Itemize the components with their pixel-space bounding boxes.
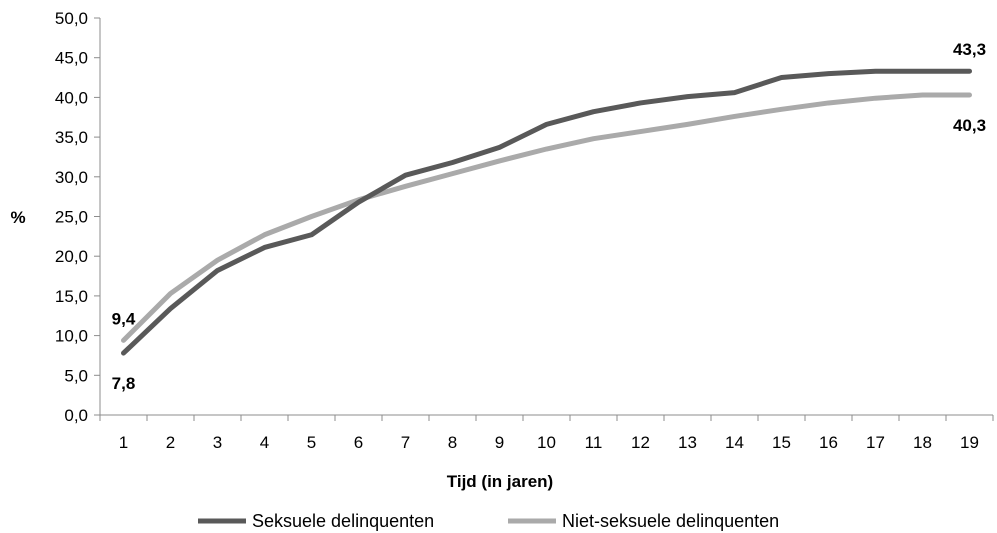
y-tick-label: 20,0: [55, 247, 88, 266]
x-tick-label: 5: [307, 433, 316, 452]
x-tick-label: 6: [354, 433, 363, 452]
y-tick-label: 25,0: [55, 208, 88, 227]
x-tick-label: 9: [495, 433, 504, 452]
series-lines: [121, 68, 972, 356]
series-line-niet-seksuele: [121, 92, 972, 343]
y-tick-label: 10,0: [55, 327, 88, 346]
x-tick-label: 12: [631, 433, 650, 452]
x-axis-title: Tijd (in jaren): [447, 472, 553, 491]
x-tick-label: 2: [166, 433, 175, 452]
x-tick-label: 3: [213, 433, 222, 452]
data-label: 9,4: [112, 309, 136, 328]
x-tick-label: 7: [401, 433, 410, 452]
x-tick-label: 17: [866, 433, 885, 452]
x-tick-label: 19: [960, 433, 979, 452]
y-tick-label: 15,0: [55, 287, 88, 306]
x-tick-label: 1: [119, 433, 128, 452]
legend-label-niet-seksuele: Niet-seksuele delinquenten: [562, 511, 779, 531]
y-tick-label: 5,0: [64, 366, 88, 385]
legend-item-seksuele: Seksuele delinquenten: [198, 511, 434, 531]
legend-item-niet-seksuele: Niet-seksuele delinquenten: [508, 511, 779, 531]
data-label: 43,3: [953, 40, 986, 59]
y-tick-label: 0,0: [64, 406, 88, 425]
x-tick-label: 10: [537, 433, 556, 452]
x-tick-label: 11: [585, 433, 603, 452]
data-labels: 9,4 7,8 43,3 40,3: [112, 40, 986, 393]
y-tick-label: 40,0: [55, 88, 88, 107]
data-label: 40,3: [953, 116, 986, 135]
x-tick-label: 18: [913, 433, 932, 452]
series-line-seksuele: [121, 68, 972, 356]
x-axis: 1 2 3 4 5 6 7 8 9 10 11 12 13 14 15 16 17 18 19: [99, 414, 994, 452]
y-axis: 0,0 5,0 10,0 15,0 20,0 25,0 30,0 35,0 40,0 45,0 50…: [55, 9, 101, 425]
legend: Seksuele delinquenten Niet-seksuele deli…: [198, 511, 779, 531]
y-tick-label: 35,0: [55, 128, 88, 147]
y-axis-title: %: [10, 208, 25, 227]
data-label: 7,8: [112, 374, 136, 393]
x-tick-label: 13: [678, 433, 697, 452]
y-tick-label: 50,0: [55, 9, 88, 28]
x-tick-label: 8: [448, 433, 457, 452]
y-tick-label: 30,0: [55, 168, 88, 187]
x-tick-label: 14: [725, 433, 744, 452]
y-tick-label: 45,0: [55, 49, 88, 68]
x-tick-label: 15: [772, 433, 791, 452]
x-tick-label: 16: [819, 433, 838, 452]
x-tick-label: 4: [260, 433, 269, 452]
legend-label-seksuele: Seksuele delinquenten: [252, 511, 434, 531]
